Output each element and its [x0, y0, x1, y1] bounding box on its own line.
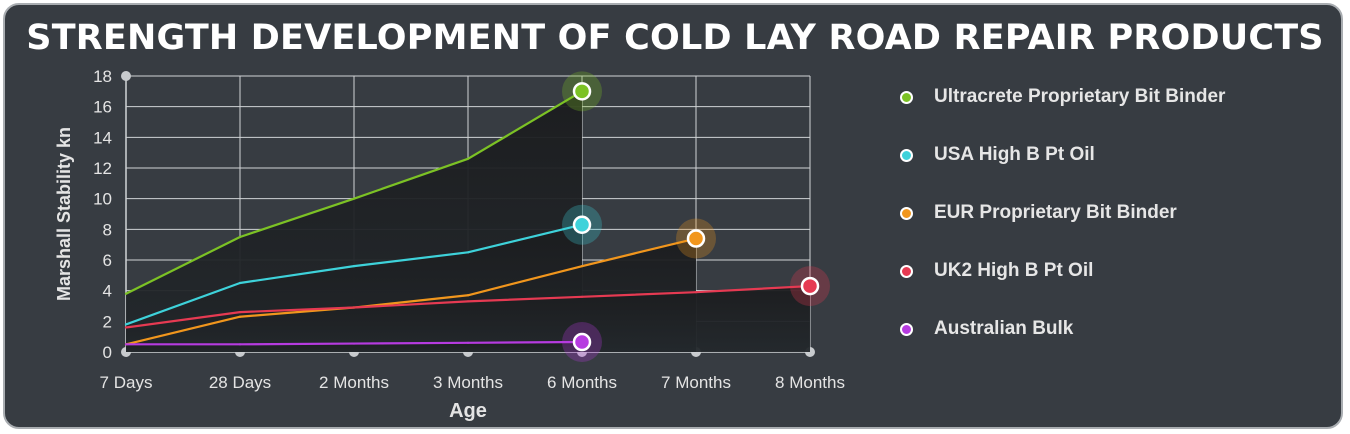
- data-point: [124, 343, 128, 346]
- data-point: [580, 265, 584, 268]
- y-tick-label: 8: [103, 220, 112, 239]
- end-marker: [686, 229, 706, 248]
- y-tick-label: 12: [93, 159, 112, 178]
- x-tick-label: 7 Months: [661, 373, 731, 392]
- data-point: [238, 281, 242, 285]
- legend-item: USA High B Pt Oil: [900, 140, 1095, 170]
- data-point: [238, 235, 242, 239]
- chart-panel: [3, 3, 1343, 429]
- legend-label: Ultracrete Proprietary Bit Binder: [934, 86, 1226, 107]
- legend-label: USA High B Pt Oil: [934, 144, 1095, 165]
- end-marker: [572, 215, 592, 234]
- end-marker: [572, 82, 592, 101]
- y-tick-label: 16: [93, 98, 112, 117]
- legend-swatch: [900, 148, 913, 162]
- legend-swatch: [900, 322, 913, 336]
- data-point: [124, 292, 128, 295]
- data-point: [466, 251, 470, 254]
- series-line: [125, 237, 697, 346]
- x-tick-label: 8 Months: [775, 373, 845, 392]
- x-tick-label: 28 Days: [209, 373, 271, 392]
- data-point: [466, 294, 470, 297]
- x-tick-label: 7 Days: [100, 373, 153, 392]
- data-point: [466, 157, 470, 160]
- y-tick-label: 10: [93, 190, 112, 209]
- chart-title: STRENGTH DEVELOPMENT OF COLD LAY ROAD RE…: [26, 18, 1324, 58]
- data-point: [238, 343, 242, 346]
- data-point: [124, 323, 128, 326]
- data-point: [352, 342, 356, 345]
- legend-label: UK2 High B Pt Oil: [934, 260, 1094, 281]
- y-tick-label: 14: [93, 128, 112, 147]
- legend-label: Australian Bulk: [934, 318, 1074, 339]
- legend-label: EUR Proprietary Bit Binder: [934, 202, 1177, 223]
- legend-swatch: [900, 90, 913, 104]
- data-point: [238, 315, 242, 318]
- data-point: [466, 341, 470, 344]
- y-tick-label: 4: [103, 282, 112, 301]
- legend-swatch: [900, 206, 913, 220]
- y-tick-label: 2: [103, 312, 112, 331]
- legend-item: UK2 High B Pt Oil: [900, 256, 1093, 286]
- y-axis-title: Marshall Stability kn: [54, 127, 74, 301]
- data-point: [580, 295, 584, 298]
- y-tick-label: 0: [103, 343, 112, 362]
- x-tick-label: 6 Months: [547, 373, 617, 392]
- series-area: [126, 286, 810, 352]
- data-point: [466, 300, 470, 303]
- data-point: [238, 311, 242, 314]
- legend-item: Ultracrete Proprietary Bit Binder: [900, 82, 1225, 112]
- data-point: [352, 265, 356, 268]
- legend-item: Australian Bulk: [900, 314, 1073, 344]
- end-marker: [800, 276, 820, 296]
- y-tick-label: 6: [103, 251, 112, 270]
- data-point: [124, 326, 128, 329]
- legend-item: EUR Proprietary Bit Binder: [900, 198, 1177, 228]
- x-tick-label: 2 Months: [319, 373, 389, 392]
- y-axis-top-dot: [121, 71, 131, 81]
- x-axis-title: Age: [449, 400, 487, 422]
- data-point: [694, 291, 698, 294]
- end-marker: [572, 332, 592, 352]
- data-point: [352, 306, 356, 309]
- x-tick-label: 3 Months: [433, 373, 503, 392]
- y-tick-label: 18: [93, 67, 112, 86]
- legend-swatch: [900, 264, 913, 278]
- data-point: [352, 197, 356, 200]
